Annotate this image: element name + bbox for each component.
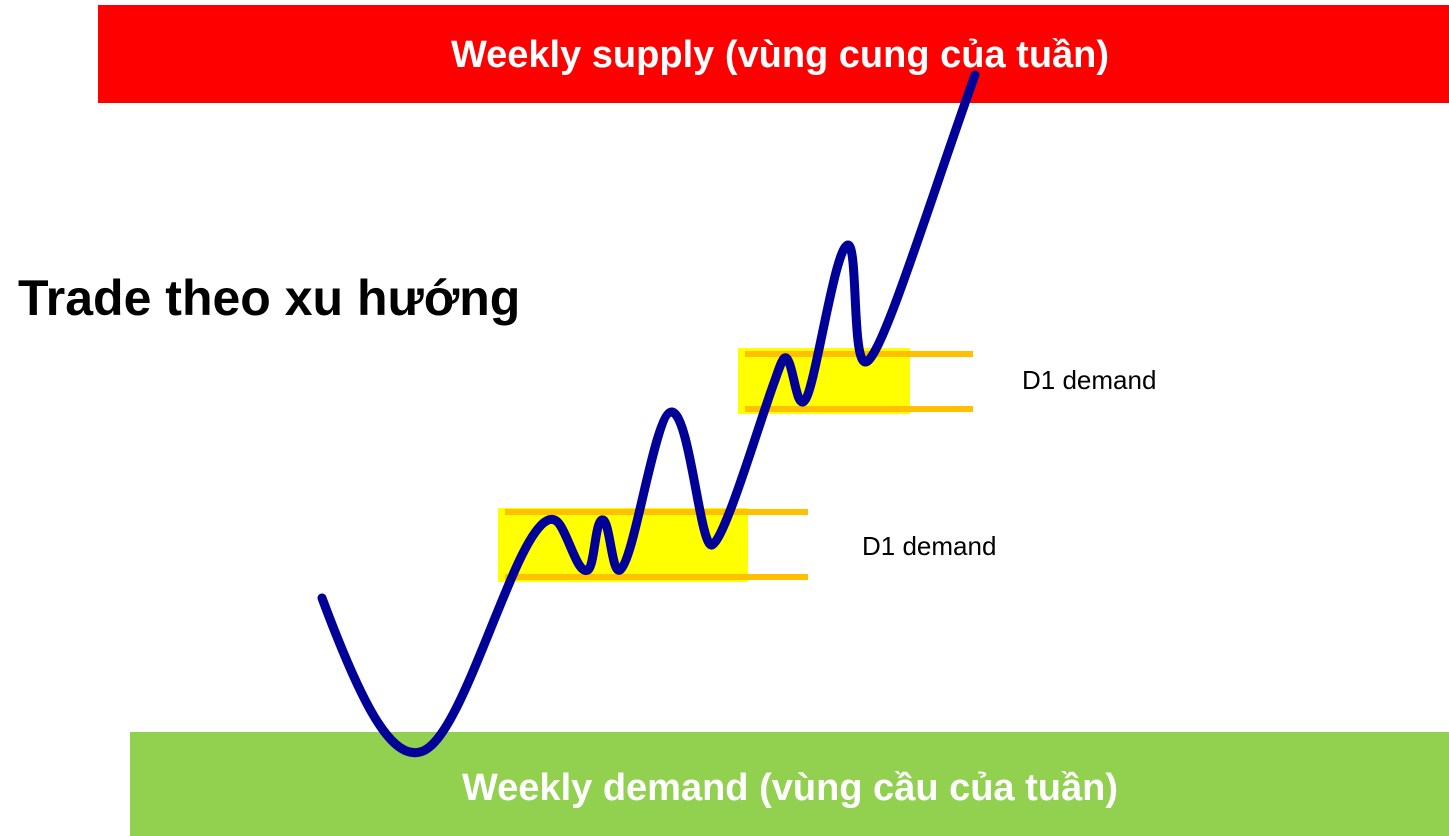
zone-label: D1 demand <box>1022 365 1156 395</box>
supply-band <box>98 5 1449 103</box>
zone-label: D1 demand <box>862 531 996 561</box>
demand-band <box>130 732 1449 836</box>
title: Trade theo xu hướng <box>18 270 520 326</box>
price-path <box>317 70 980 758</box>
demand-label: Weekly demand (vùng cầu của tuần) <box>462 767 1118 809</box>
supply-label: Weekly supply (vùng cung của tuần) <box>451 34 1109 76</box>
